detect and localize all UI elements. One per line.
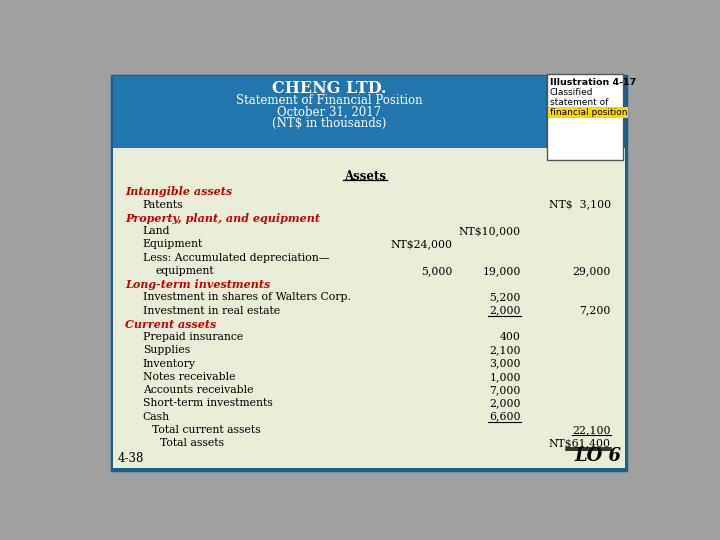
Text: Land: Land: [143, 226, 170, 236]
FancyBboxPatch shape: [112, 76, 626, 470]
Text: Total current assets: Total current assets: [152, 425, 261, 435]
Text: Assets: Assets: [344, 170, 386, 183]
Text: Property, plant, and equipment: Property, plant, and equipment: [125, 213, 320, 224]
Text: 1,000: 1,000: [490, 372, 521, 382]
Text: Equipment: Equipment: [143, 239, 203, 249]
Text: (NT$ in thousands): (NT$ in thousands): [272, 117, 387, 130]
Text: NT$  3,100: NT$ 3,100: [549, 200, 611, 210]
Text: Notes receivable: Notes receivable: [143, 372, 235, 382]
Text: 2,000: 2,000: [490, 399, 521, 408]
Text: 5,000: 5,000: [421, 266, 453, 276]
Text: equipment: equipment: [156, 266, 215, 276]
Text: financial position: financial position: [549, 108, 627, 117]
Text: Total assets: Total assets: [160, 438, 224, 448]
Text: Prepaid insurance: Prepaid insurance: [143, 332, 243, 342]
Text: Accounts receivable: Accounts receivable: [143, 385, 253, 395]
Text: 6,600: 6,600: [490, 411, 521, 422]
Text: LO 6: LO 6: [575, 447, 621, 465]
FancyBboxPatch shape: [113, 76, 546, 159]
Text: Current assets: Current assets: [125, 319, 216, 330]
Text: Supplies: Supplies: [143, 346, 190, 355]
Text: Less: Accumulated depreciation—: Less: Accumulated depreciation—: [143, 253, 329, 262]
Text: 22,100: 22,100: [572, 425, 611, 435]
Text: Investment in shares of Walters Corp.: Investment in shares of Walters Corp.: [143, 293, 351, 302]
Text: Illustration 4-17: Illustration 4-17: [549, 78, 636, 87]
FancyBboxPatch shape: [113, 148, 625, 468]
Text: Statement of Financial Position: Statement of Financial Position: [236, 94, 423, 107]
Text: 2,100: 2,100: [490, 346, 521, 355]
Text: Cash: Cash: [143, 411, 170, 422]
Text: Inventory: Inventory: [143, 359, 196, 369]
Text: NT$24,000: NT$24,000: [391, 239, 453, 249]
Text: 29,000: 29,000: [572, 266, 611, 276]
Text: 7,200: 7,200: [580, 306, 611, 316]
Text: 19,000: 19,000: [482, 266, 521, 276]
FancyBboxPatch shape: [547, 74, 624, 160]
Text: Long-term investments: Long-term investments: [125, 279, 270, 290]
Text: 5,200: 5,200: [490, 293, 521, 302]
Text: NT$61,400: NT$61,400: [549, 438, 611, 448]
Text: Short-term investments: Short-term investments: [143, 399, 272, 408]
Text: October 31, 2017: October 31, 2017: [277, 106, 382, 119]
Text: Investment in real estate: Investment in real estate: [143, 306, 280, 316]
Text: CHENG LTD.: CHENG LTD.: [272, 80, 387, 97]
Text: Intangible assets: Intangible assets: [125, 186, 232, 198]
Text: statement of: statement of: [549, 98, 608, 107]
Text: NT$10,000: NT$10,000: [459, 226, 521, 236]
Text: 2,000: 2,000: [490, 306, 521, 316]
Text: Patents: Patents: [143, 200, 184, 210]
Text: 3,000: 3,000: [490, 359, 521, 369]
Text: 4-38: 4-38: [118, 452, 144, 465]
Text: Classified: Classified: [549, 88, 593, 97]
Text: 7,000: 7,000: [490, 385, 521, 395]
Text: 400: 400: [500, 332, 521, 342]
